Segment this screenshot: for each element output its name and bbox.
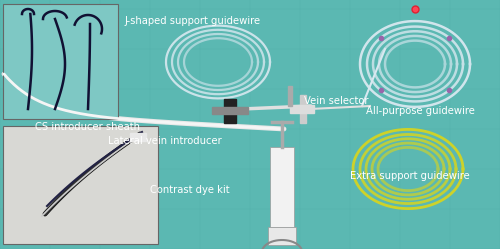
Text: Lateral vein introducer: Lateral vein introducer [108,136,222,146]
Text: CS introducer sheath: CS introducer sheath [35,122,140,132]
Bar [3,126,158,244]
Text: Vein selector: Vein selector [304,96,368,106]
Bar [290,105,314,113]
Bar [288,86,292,106]
Bar [130,133,146,141]
Bar [270,147,294,227]
Text: Contrast dye kit: Contrast dye kit [150,186,230,195]
Bar [3,4,118,119]
Bar [268,227,296,245]
Bar [212,107,248,114]
Text: J-shaped support guidewire: J-shaped support guidewire [124,16,260,26]
Text: All-purpose guidewire: All-purpose guidewire [366,106,474,116]
Bar [224,99,236,123]
Bar [300,95,306,123]
Text: Extra support guidewire: Extra support guidewire [350,171,470,181]
